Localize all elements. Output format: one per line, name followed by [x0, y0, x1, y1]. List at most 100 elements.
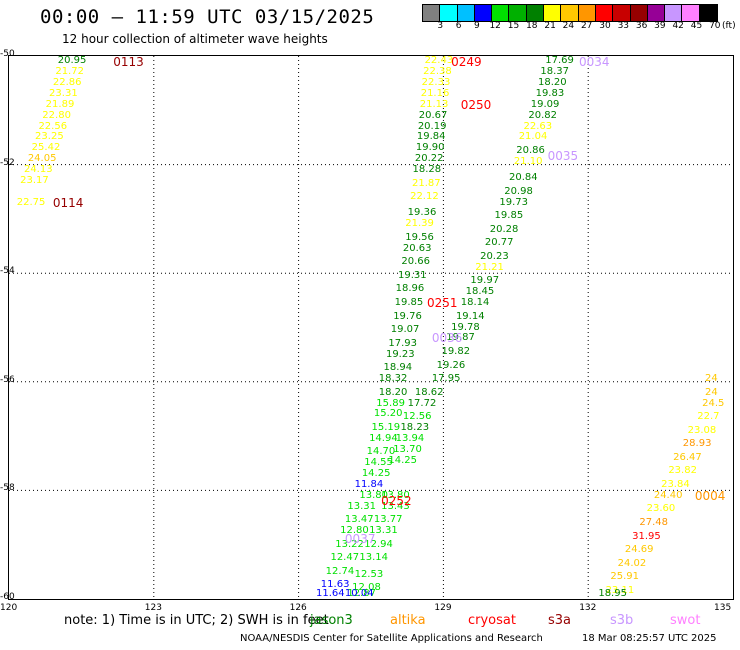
scale-swatch — [440, 5, 458, 21]
wave-height-value: 17.72 — [407, 397, 437, 409]
latitude-tick-label: -54 — [0, 266, 15, 277]
wave-height-value: 19.87 — [446, 332, 475, 344]
wave-height-value: 11.84 — [354, 478, 384, 490]
wave-height-value: 19.90 — [415, 142, 445, 154]
wave-height-value: 28.93 — [682, 438, 712, 450]
satellite-legend-s3a: s3a — [548, 613, 572, 628]
wave-height-value: 19.78 — [451, 321, 480, 333]
wave-height-value: 13.14 — [359, 552, 389, 564]
satellite-legend-jason3: jason3 — [310, 613, 353, 628]
scale-swatch — [423, 5, 441, 21]
wave-height-value: 20.28 — [489, 223, 519, 235]
wave-height-value: 17.69 — [545, 55, 574, 67]
wave-height-value: 22.38 — [423, 66, 452, 78]
wave-height-value: 11.64 — [315, 588, 345, 599]
wave-height-value: 20.63 — [402, 242, 432, 254]
wave-height-value: 15.19 — [371, 421, 401, 433]
wave-height-value: 21.72 — [55, 66, 84, 78]
wave-height-value: 18.94 — [383, 362, 413, 374]
scale-label: 45 — [690, 21, 703, 31]
pass-label: 0004 — [694, 488, 726, 503]
wave-height-value: 24.13 — [23, 164, 53, 176]
wave-height-value: 19.09 — [530, 98, 560, 110]
wave-height-value: 22.7 — [697, 411, 720, 423]
page-title: 00:00 – 11:59 UTC 03/15/2025 — [40, 6, 375, 28]
scale-swatch — [578, 5, 596, 21]
satellite-legend-altika: altika — [390, 613, 426, 628]
scale-label: 9 — [474, 21, 480, 31]
wave-height-value: 18.45 — [465, 286, 495, 298]
scale-label: 30 — [599, 21, 611, 31]
wave-height-value: 24.40 — [653, 489, 683, 501]
wave-height-value: 18.14 — [460, 297, 490, 309]
wave-height-value: 13.43 — [381, 500, 410, 512]
wave-height-value: 24.05 — [27, 153, 57, 165]
pass-label: 0113 — [113, 55, 144, 69]
wave-height-value: 22.12 — [410, 191, 439, 203]
satellite-legend-cryosat: cryosat — [468, 613, 516, 628]
scale-swatch — [561, 5, 579, 21]
wave-height-value: 20.86 — [516, 145, 545, 157]
scale-swatch — [544, 5, 562, 21]
wave-height-value: 25.42 — [31, 142, 61, 154]
pass-label: 0252 — [381, 494, 412, 509]
wave-height-value: 19.85 — [494, 210, 524, 222]
longitude-tick-label: 126 — [289, 603, 307, 613]
longitude-tick-label: 129 — [434, 603, 452, 613]
scale-label: 70 — [709, 21, 721, 31]
longitude-tick-label: 135 — [714, 603, 732, 613]
legend-note: note: 1) Time is in UTC; 2) SWH is in fe… — [64, 613, 329, 628]
wave-height-value: 21.04 — [518, 131, 548, 143]
wave-height-value: 20.77 — [484, 237, 514, 249]
wave-height-value: 20.82 — [528, 109, 557, 121]
wave-height-value: 18.62 — [414, 386, 444, 398]
wave-height-value: 19.84 — [416, 131, 446, 143]
scale-label: 27 — [580, 21, 593, 31]
wave-height-value: 26.47 — [673, 451, 702, 463]
scale-label: 21 — [544, 21, 556, 31]
scale-swatch — [613, 5, 631, 21]
wave-height-value: 14.25 — [361, 468, 391, 480]
latitude-tick-label: -58 — [0, 483, 15, 494]
wave-height-value: 19.97 — [470, 275, 500, 287]
wave-height-value: 12.47 — [330, 552, 360, 564]
wave-height-value: 27.48 — [639, 516, 668, 528]
color-scale — [422, 4, 719, 22]
wave-height-value: 18.37 — [540, 66, 570, 78]
wave-height-value: 24.5 — [702, 397, 725, 409]
footer-agency: NOAA/NESDIS Center for Satellite Applica… — [240, 633, 543, 644]
wave-height-value: 13.80 — [381, 489, 410, 501]
wave-height-value: 21.16 — [420, 88, 450, 99]
wave-height-value: 21.10 — [513, 155, 543, 167]
wave-height-value: 19.73 — [499, 196, 529, 208]
wave-height-value: 31.95 — [632, 530, 661, 542]
wave-height-value: 25.91 — [610, 571, 640, 583]
wave-height-value: 17.95 — [431, 373, 461, 385]
scale-label: 39 — [654, 21, 666, 31]
wave-height-value: 22.63 — [523, 120, 553, 132]
wave-height-value: 23.17 — [20, 174, 49, 186]
page-subtitle: 12 hour collection of altimeter wave hei… — [62, 32, 328, 46]
wave-height-value: 19.14 — [455, 310, 485, 322]
wave-height-value: 22.80 — [42, 109, 71, 121]
wave-height-value: 21.21 — [475, 261, 504, 273]
scale-label: 3 — [437, 21, 444, 31]
wave-height-value: 13.31 — [369, 525, 398, 537]
wave-height-value: 14.94 — [369, 432, 398, 444]
scale-swatch — [457, 5, 475, 21]
map-grid — [9, 56, 733, 599]
longitude-tick-label: 120 — [0, 603, 18, 613]
scale-label: 12 — [489, 21, 501, 31]
wave-height-value: 19.31 — [398, 269, 427, 281]
satellite-legend-swot: swot — [670, 613, 701, 628]
wave-height-value: 24.69 — [624, 544, 654, 556]
scale-label: 18 — [526, 21, 538, 31]
footer-timestamp: 18 Mar 08:25:57 UTC 2025 — [582, 633, 717, 644]
wave-height-value: 23.82 — [668, 465, 697, 477]
scale-unit: (ft) — [722, 21, 736, 31]
wave-height-value: 20.95 — [57, 55, 87, 67]
scale-label: 36 — [635, 21, 648, 31]
wave-height-value: 19.07 — [390, 324, 420, 336]
pass-label: 0249 — [451, 55, 482, 69]
wave-height-value: 18.32 — [378, 373, 408, 385]
